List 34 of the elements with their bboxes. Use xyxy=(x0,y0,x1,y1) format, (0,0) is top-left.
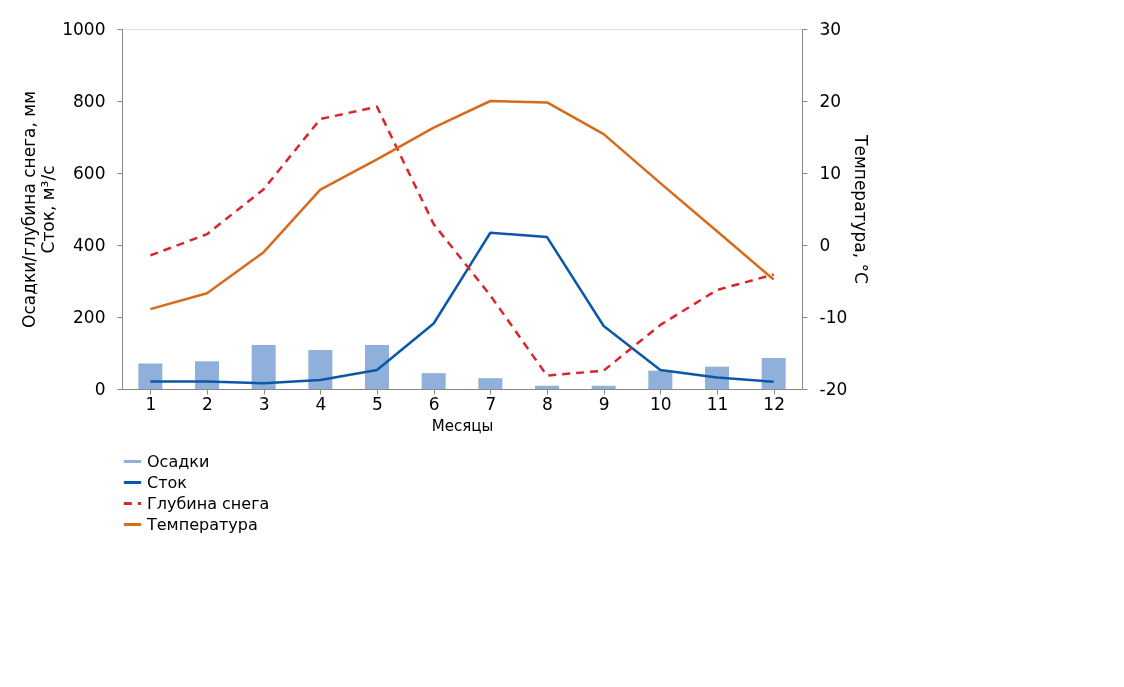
x-axis-title: Месяцы xyxy=(431,416,494,435)
y-tick-label: 800 xyxy=(73,90,106,111)
legend-label: Осадки xyxy=(147,451,210,471)
line-series xyxy=(149,99,775,311)
x-tick-label: 5 xyxy=(372,393,383,414)
y2-tick-label: 10 xyxy=(819,162,842,183)
legend-label: Сток xyxy=(147,472,188,492)
y-tick-label: 1000 xyxy=(62,18,106,39)
x-tick-label: 2 xyxy=(202,393,213,414)
x-tick-label: 3 xyxy=(258,393,270,414)
y-axis-title: Осадки/глубина снега, мм Сток, м³/с xyxy=(19,91,59,328)
x-tick-label: 1 xyxy=(145,393,157,414)
y-tick-label: 400 xyxy=(73,234,106,255)
y2-tick-label: 30 xyxy=(819,18,842,39)
legend-label: Глубина снега xyxy=(147,493,270,513)
y-tick-label: 0 xyxy=(94,378,106,399)
y2-axis-title: Температура, °C xyxy=(851,134,872,284)
y2-tick-label: 0 xyxy=(819,234,831,255)
line-series xyxy=(149,105,775,377)
x-tick-label: 9 xyxy=(598,393,610,414)
x-tick-label: 4 xyxy=(315,393,327,414)
y2-tick-label: -20 xyxy=(819,378,848,399)
x-tick-label: 11 xyxy=(706,393,729,414)
y-tick-label: 200 xyxy=(73,306,106,327)
legend-label: Температура xyxy=(146,514,258,534)
y2-tick-label: -10 xyxy=(819,306,848,327)
x-tick-label: 6 xyxy=(428,393,440,414)
x-tick-label: 12 xyxy=(763,393,785,414)
line-series xyxy=(149,231,775,385)
y2-tick-label: 20 xyxy=(819,90,842,111)
x-tick-label: 7 xyxy=(485,393,497,414)
x-tick-label: 10 xyxy=(650,393,672,414)
y-tick-label: 600 xyxy=(73,162,106,183)
x-tick-label: 8 xyxy=(542,393,553,414)
